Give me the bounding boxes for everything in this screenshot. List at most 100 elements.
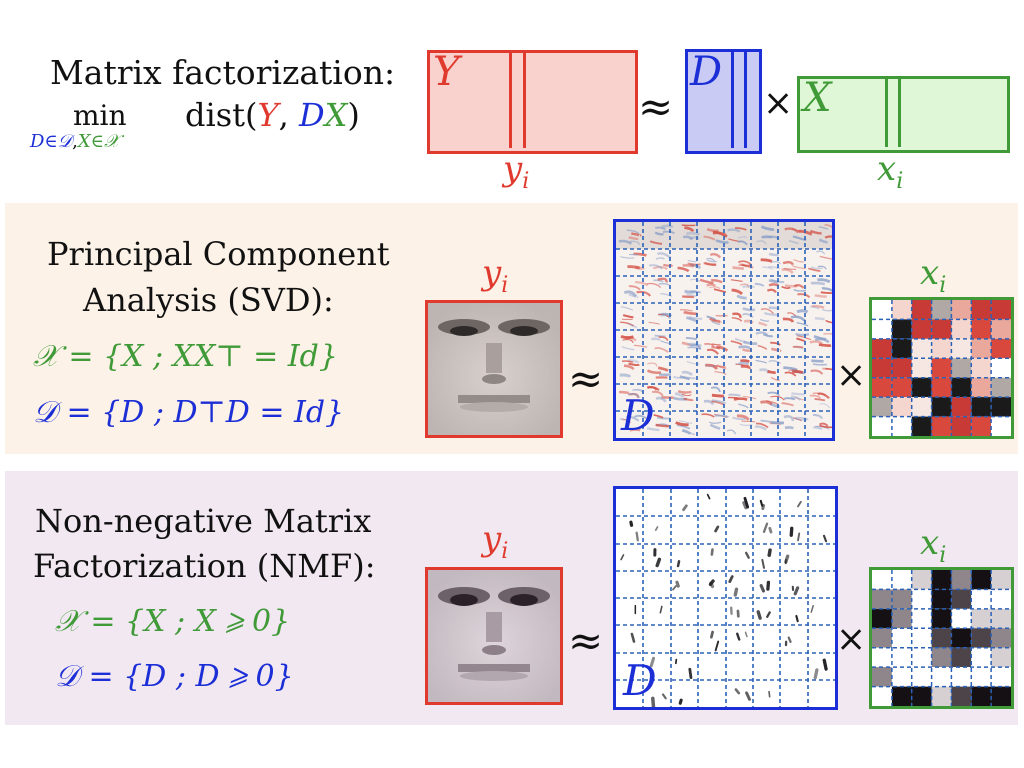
pca-atom-stroke (646, 282, 662, 289)
pca-atom-stroke (784, 371, 797, 377)
pca-atom-stroke (791, 370, 804, 374)
approx-symbol-top: ≈ (638, 82, 674, 131)
pca-atom-stroke (658, 282, 670, 286)
nmf-atom-stroke (714, 525, 720, 533)
pca-atom-stroke (797, 293, 811, 299)
pca-atom-stroke (768, 360, 782, 365)
pca-atom-stroke (714, 371, 727, 376)
nmf-code-cell (951, 667, 972, 687)
nmf-times-symbol: × (836, 619, 867, 660)
pca-atom-stroke (656, 252, 672, 259)
pca-atom-stroke (732, 266, 745, 270)
pca-atom-stroke (770, 395, 785, 401)
nmf-code-cell (872, 647, 892, 668)
nmf-code-cell (991, 686, 1011, 706)
pca-code-cell (991, 416, 1011, 436)
pca-atom-stroke (762, 266, 774, 270)
nmf-D-constraint: 𝒟 = {D ; D ⩾ 0} (55, 659, 294, 694)
pca-atom-stroke (818, 238, 828, 244)
pca-code-cell (891, 319, 912, 339)
nmf-face-image (425, 567, 563, 705)
nmf-atom-stroke (672, 585, 677, 591)
nmf-atom-stroke (759, 584, 766, 593)
pca-atom-stroke (819, 403, 831, 409)
pca-code-cell (872, 319, 892, 339)
pca-atom-stroke (738, 260, 753, 266)
pca-atom-stroke (657, 366, 669, 372)
nmf-code-cell (891, 686, 912, 706)
pca-atom-stroke (619, 390, 630, 395)
pca-atom-stroke (686, 231, 701, 237)
pca-atom-stroke (684, 226, 695, 233)
pca-atom-stroke (768, 306, 780, 311)
pca-atom-stroke (621, 360, 634, 363)
pca-atom-stroke (646, 369, 662, 374)
pca-atom-stroke (782, 317, 795, 323)
pca-atom-stroke (622, 338, 634, 344)
nmf-code-cell (971, 628, 992, 648)
nmf-code-cell (951, 589, 972, 609)
pca-code-cell (971, 319, 992, 339)
pca-atom-stroke (686, 292, 697, 298)
nmf-code-cell (872, 589, 892, 609)
nmf-atom-stroke (768, 526, 773, 534)
nmf-code-cell (931, 608, 952, 629)
nmf-code-cell (872, 628, 892, 648)
pca-code-cell (911, 300, 932, 320)
pca-atom-stroke (742, 313, 754, 318)
pca-code-cell (891, 338, 912, 359)
pca-title-line2: Analysis (SVD): (83, 281, 334, 319)
nmf-code-cell (891, 570, 912, 590)
pca-atom-stroke (699, 278, 714, 285)
pca-atom-stroke (627, 265, 641, 270)
pca-atom-stroke (733, 397, 748, 401)
pca-atom-stroke (677, 390, 692, 394)
nmf-code-cell (971, 647, 992, 668)
pca-atom-stroke (649, 240, 663, 245)
pca-code-cell (891, 397, 912, 417)
pca-atom-stroke (796, 322, 809, 327)
pca-code-cell (991, 338, 1011, 359)
pca-atom-stroke (791, 228, 803, 233)
nmf-code-cell (911, 667, 932, 687)
pca-title-line1: Principal Component (47, 235, 390, 273)
pca-code-cell (931, 319, 952, 339)
pca-atom-stroke (809, 340, 823, 345)
pca-atom-stroke (687, 259, 697, 263)
pca-atom-stroke (811, 359, 824, 363)
pca-atom-stroke (793, 289, 807, 292)
pca-atom-stroke (735, 227, 747, 231)
pca-atom-stroke (709, 317, 721, 324)
pca-code-cell (971, 338, 992, 359)
pca-atom-stroke (716, 345, 729, 352)
pca-atom-stroke (620, 256, 635, 259)
nmf-atom-stroke (810, 604, 814, 613)
nmf-X-constraint: 𝒳 = {X ; X ⩾ 0} (55, 604, 291, 639)
matrix-X (797, 76, 1010, 153)
nmf-code-cell (911, 628, 932, 648)
nmf-x-i-label: xi (920, 523, 947, 568)
nmf-atom-stroke (743, 496, 750, 509)
nmf-atom-stroke (629, 520, 634, 527)
nmf-atom-stroke (767, 548, 772, 557)
pca-atom-stroke (655, 257, 665, 260)
nmf-atom-stroke (734, 688, 741, 695)
nmf-atom-stroke (676, 560, 681, 568)
pca-atom-stroke (619, 418, 629, 422)
pca-atom-stroke (673, 375, 685, 379)
pca-atom-stroke (790, 395, 802, 401)
nmf-approx-symbol: ≈ (568, 616, 604, 665)
pca-atom-stroke (704, 262, 717, 266)
nmf-code-cell (931, 589, 952, 609)
pca-atom-stroke (620, 334, 634, 340)
pca-atom-stroke (770, 341, 781, 346)
nmf-atom-stroke (635, 531, 639, 542)
pca-atom-stroke (655, 423, 670, 428)
pca-atom-stroke (770, 261, 781, 265)
nmf-atom-stroke (728, 575, 734, 583)
pca-atom-stroke (636, 290, 652, 297)
pca-atom-stroke (628, 236, 639, 241)
pca-atom-stroke (651, 390, 664, 397)
nmf-code-cell (891, 628, 912, 648)
pca-atom-stroke (737, 236, 748, 239)
